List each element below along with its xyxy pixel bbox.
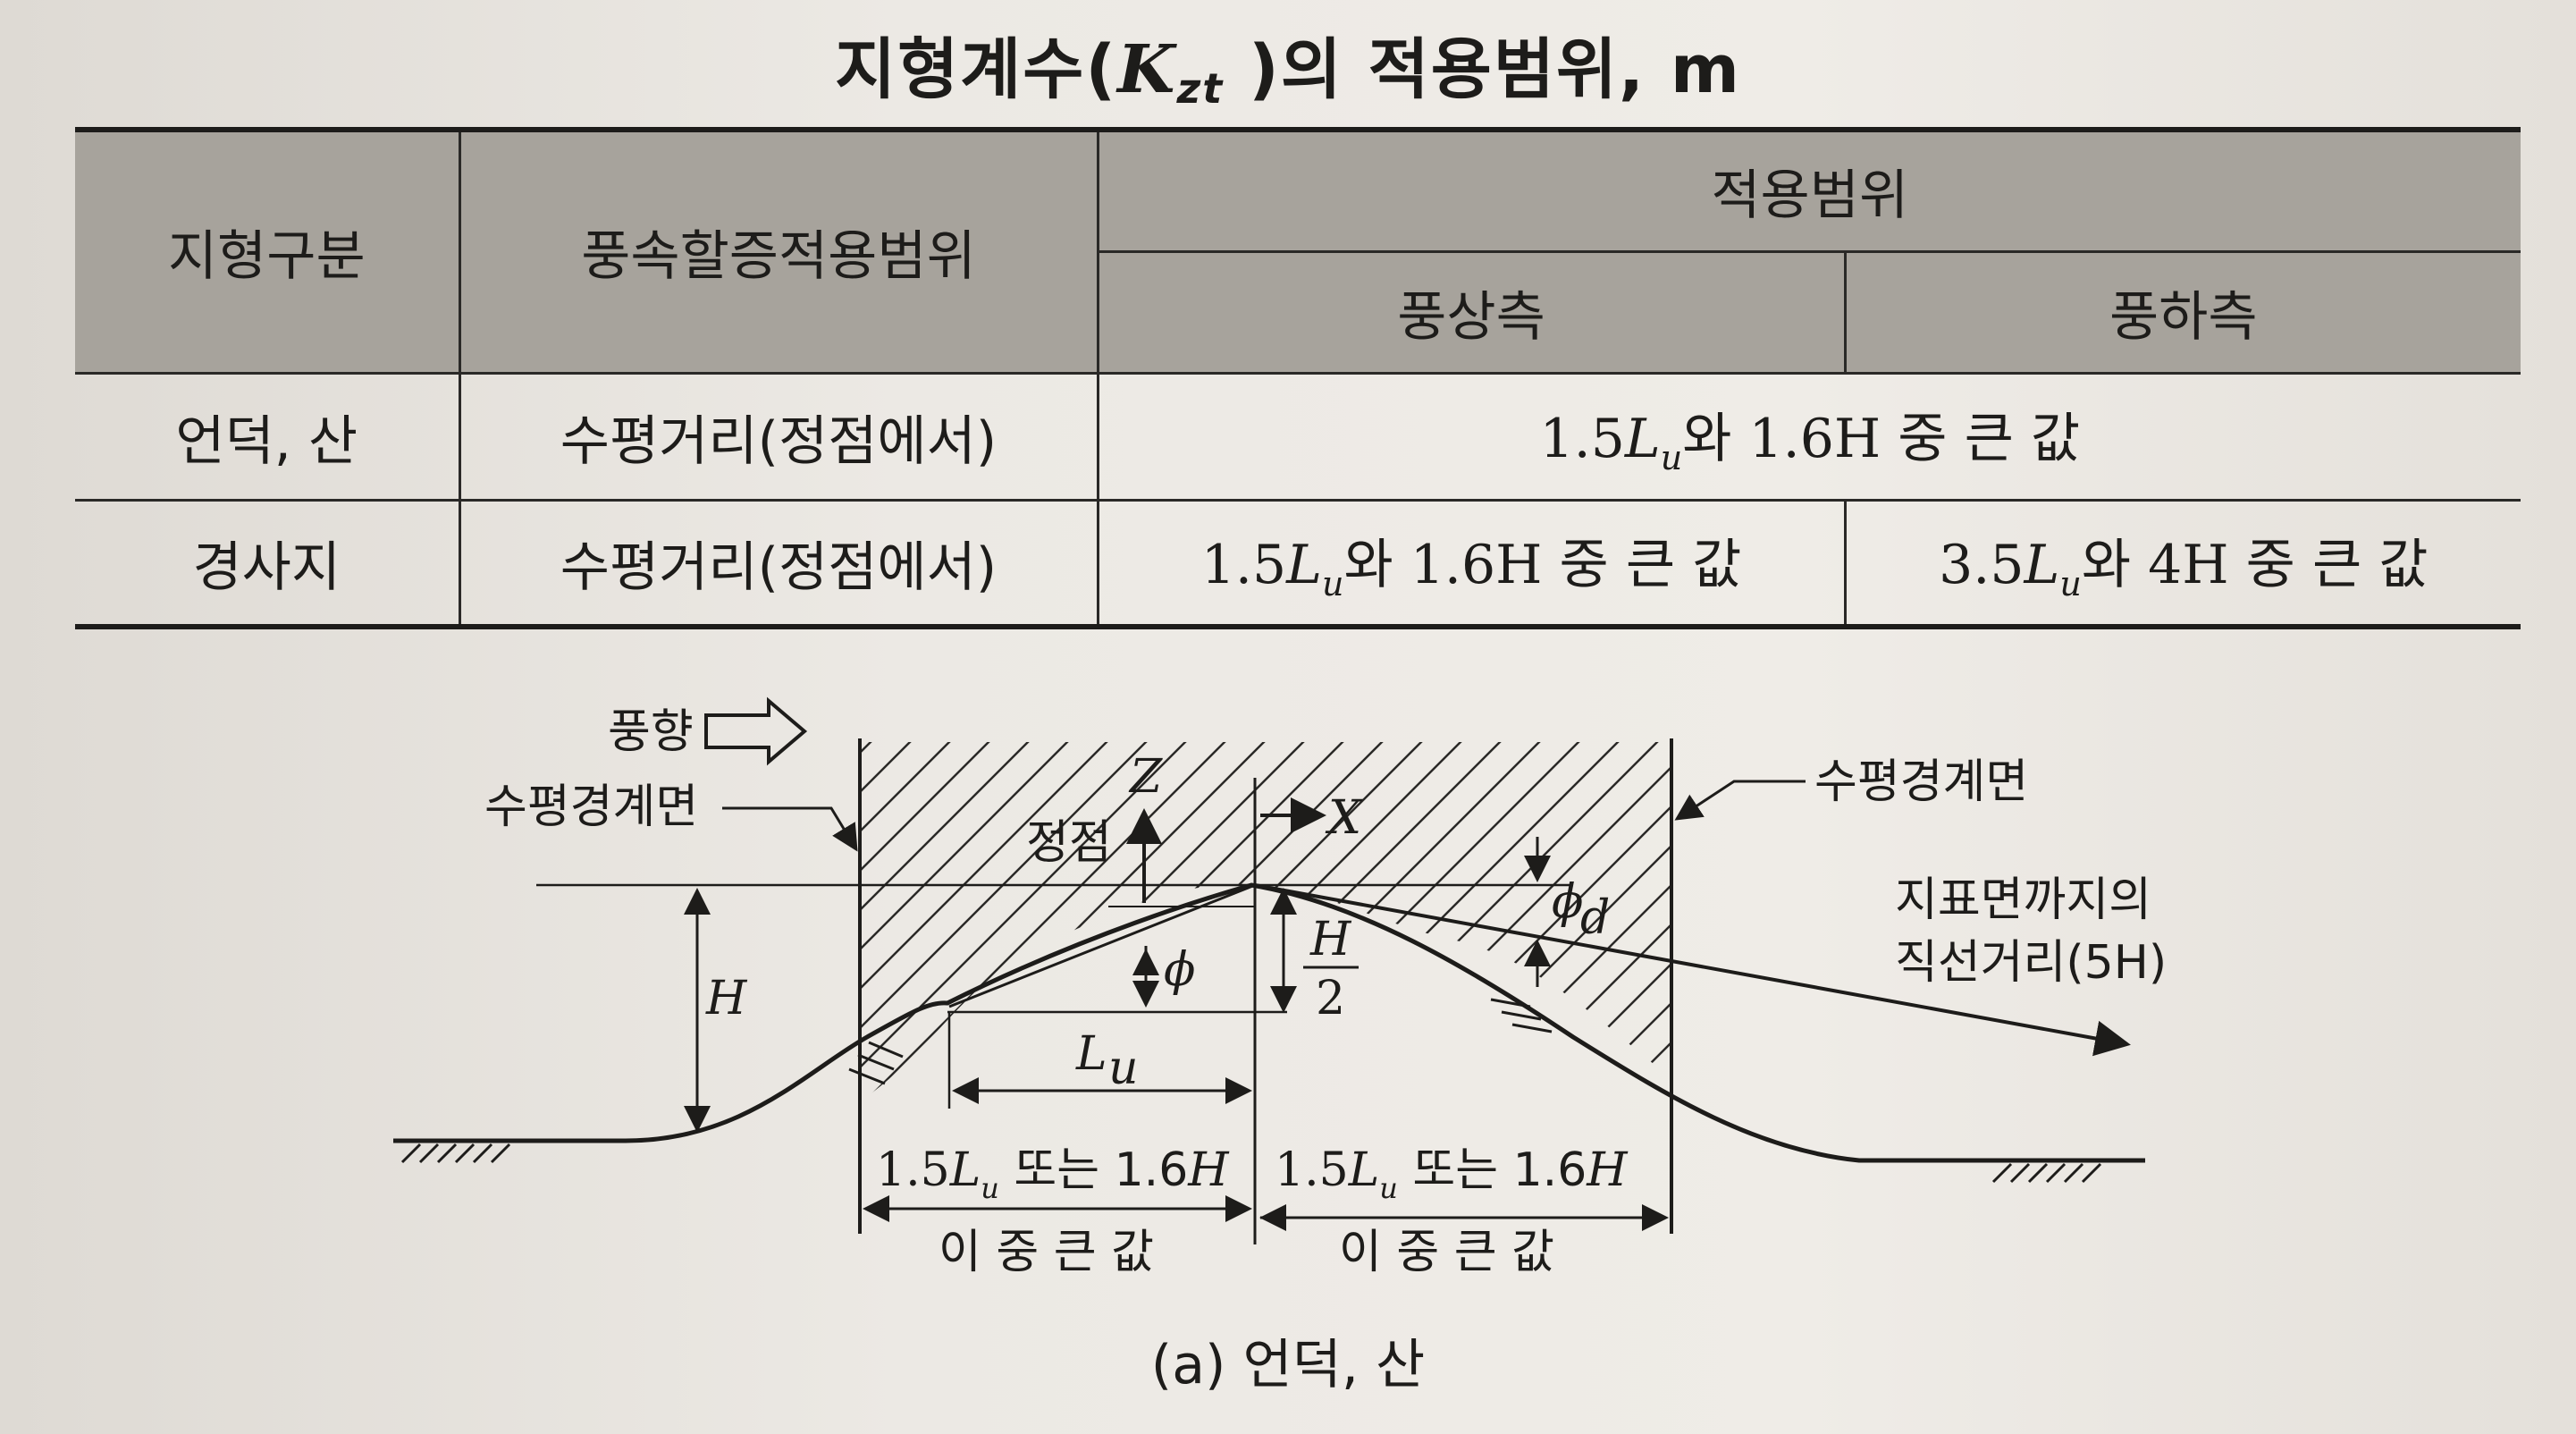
row-wind-range: 수평거리(정점에서) <box>458 498 1099 629</box>
table-row: 경사지 수평거리(정점에서) 1.5Lu와 1.6H 중 큰 값 3.5Lu와 … <box>75 498 2521 629</box>
larger-value-label-right: 이 중 큰 값 <box>1339 1226 1554 1279</box>
height-label: H <box>705 972 748 1025</box>
larger-value-label-left: 이 중 큰 값 <box>939 1226 1154 1279</box>
z-axis-label: Z <box>1128 750 1163 804</box>
phi-d-subscript: d <box>1580 891 1610 945</box>
row-terrain: 경사지 <box>75 498 461 629</box>
peak-label: 정점 <box>1026 816 1112 870</box>
row-wind-range: 수평거리(정점에서) <box>458 371 1099 502</box>
kzt-table: 지형구분 풍속할증적용범위 적용범위 풍상측 풍하측 언덕, 산 수평거리(정점… <box>75 127 2521 629</box>
table-row: 언덕, 산 수평거리(정점에서) 1.5Lu와 1.6H 중 큰 값 <box>75 371 2521 502</box>
wind-arrow-icon <box>704 696 808 766</box>
row-terrain: 언덕, 산 <box>75 371 461 502</box>
half-height-numerator: H <box>1309 913 1352 966</box>
dim-label-left: 1.5Lu 또는 1.6H <box>876 1143 1230 1205</box>
dim-label-right: 1.5Lu 또는 1.6H <box>1275 1143 1629 1205</box>
row-combined-range: 1.5Lu와 1.6H 중 큰 값 <box>1096 371 2521 502</box>
wind-direction-label: 풍향 <box>608 705 694 759</box>
phi-label: ϕ <box>1164 943 1195 997</box>
lu-subscript: u <box>1108 1042 1139 1095</box>
phi-d-label: ϕ <box>1552 875 1583 929</box>
header-wind-range: 풍속할증적용범위 <box>458 127 1099 375</box>
boundary-label-left: 수평경계면 <box>484 780 698 834</box>
upwind-slope-line <box>948 883 1256 1008</box>
table-title: 지형계수(Kzt )의 적용범위, m <box>835 31 1741 113</box>
header-downwind: 풍하측 <box>1843 249 2521 375</box>
boundary-label-right: 수평경계면 <box>1814 755 2028 809</box>
ground-hatch-marks <box>400 998 2102 1184</box>
terrain-profile <box>393 882 2145 1163</box>
x-axis-label: X <box>1325 791 1363 845</box>
header-terrain: 지형구분 <box>75 127 461 375</box>
lu-label: L <box>1075 1027 1107 1081</box>
boundary-pointer-right <box>1674 780 1806 821</box>
straight-line-label-1: 지표면까지의 <box>1895 873 2151 927</box>
row-upwind-range: 1.5Lu와 1.6H 중 큰 값 <box>1096 498 1847 629</box>
hatched-zone <box>860 742 1671 1101</box>
title-symbol: K <box>1117 31 1177 108</box>
straight-line-label-2: 직선거리(5H) <box>1895 936 2167 990</box>
five-h-line <box>1254 883 2131 1057</box>
figure-caption: (a) 언덕, 산 <box>1150 1334 1426 1396</box>
header-upwind: 풍상측 <box>1098 249 1847 375</box>
header-apply-range: 적용범위 <box>1096 127 2521 253</box>
boundary-pointer-left <box>722 806 858 852</box>
title-subscript: zt <box>1176 64 1225 113</box>
row-downwind-range: 3.5Lu와 4H 중 큰 값 <box>1843 498 2521 629</box>
half-height-denominator: 2 <box>1316 972 1345 1025</box>
